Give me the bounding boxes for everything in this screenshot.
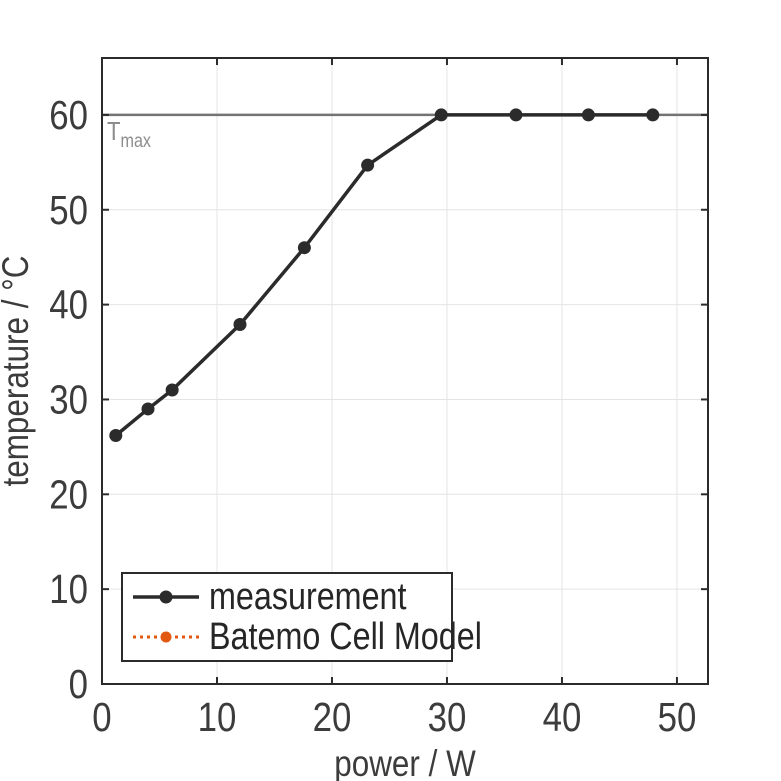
series-line-batemo-cell-model — [114, 113, 655, 437]
y-axis-label: temperature / °C — [0, 255, 37, 486]
x-tick-label-0: 0 — [92, 695, 111, 740]
series-marker — [646, 108, 660, 122]
tmax-label: Tmax — [107, 117, 151, 151]
x-tick-label-30: 30 — [428, 695, 467, 740]
axes-box — [101, 57, 709, 685]
x-axis-label: power / W — [334, 744, 476, 781]
legend: measurement Batemo Cell Model — [121, 572, 482, 662]
legend-label-batemo-cell-model: Batemo Cell Model — [209, 616, 482, 658]
series-marker — [581, 108, 595, 122]
x-tick-label-50: 50 — [658, 695, 697, 740]
y-tick-label-30: 30 — [49, 378, 88, 423]
series-marker — [361, 158, 375, 172]
x-tick-label-40: 40 — [543, 695, 582, 740]
legend-entry-measurement: measurement — [131, 578, 451, 616]
series-marker — [109, 428, 123, 442]
series-marker — [165, 383, 179, 397]
legend-label-measurement: measurement — [209, 576, 407, 618]
legend-sample-model-dotted-line — [133, 631, 199, 643]
series-line-measurement — [114, 113, 655, 438]
x-tick-label-10: 10 — [198, 695, 237, 740]
y-tick-label-20: 20 — [49, 473, 88, 518]
series-marker — [509, 108, 523, 122]
legend-marker-glyph — [160, 631, 172, 643]
series-marker — [233, 318, 247, 332]
y-tick-label-0: 0 — [69, 662, 88, 707]
series-marker — [434, 108, 448, 122]
legend-marker-glyph — [159, 590, 173, 604]
series-marker — [141, 402, 155, 416]
y-tick-label-50: 50 — [49, 188, 88, 233]
legend-entry-batemo-cell-model: Batemo Cell Model — [131, 618, 482, 656]
y-tick-label-40: 40 — [49, 283, 88, 328]
series-marker — [297, 241, 311, 255]
y-tick-label-60: 60 — [49, 93, 88, 138]
x-tick-label-20: 20 — [313, 695, 352, 740]
legend-sample-measurement-line — [133, 590, 199, 604]
y-tick-label-10: 10 — [49, 568, 88, 613]
